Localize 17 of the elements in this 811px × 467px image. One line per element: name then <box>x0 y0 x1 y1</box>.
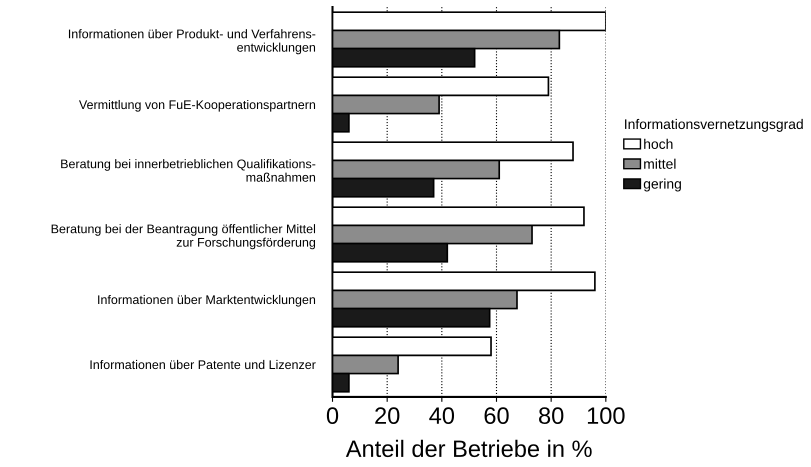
x-tick-label: 80 <box>539 407 564 424</box>
y-tick-label: Informationen über Patente und Lizenzer <box>90 360 316 370</box>
x-tick-label: 100 <box>588 407 625 424</box>
y-tick-label: Informationen über Marktentwicklungen <box>98 294 316 307</box>
x-tick-label: 40 <box>429 407 454 424</box>
y-tick-label: Beratung bei innerbetrieblichen Qualifikations- maßnahmen <box>61 159 316 182</box>
x-tick-label: 0 <box>326 407 338 424</box>
legend-label: mittel <box>644 158 676 169</box>
x-axis-title: Anteil der Betriebe in % <box>346 440 592 458</box>
legend-title: Informationsvernetzungsgrad <box>625 118 803 132</box>
y-tick-label: Vermittlung von FuE-Kooperationspartnern <box>78 100 316 112</box>
legend-label: gering <box>644 178 681 192</box>
y-tick-label: Beratung bei der Beantragung öffentlicher Mittel zur Forschungsförderung <box>52 224 316 250</box>
y-tick-label: Informationen über Produkt- und Verfahrens- entwicklungen <box>68 29 316 54</box>
x-tick-label: 60 <box>484 407 509 424</box>
x-tick-label: 20 <box>375 407 400 424</box>
legend-label: hoch <box>644 138 672 149</box>
